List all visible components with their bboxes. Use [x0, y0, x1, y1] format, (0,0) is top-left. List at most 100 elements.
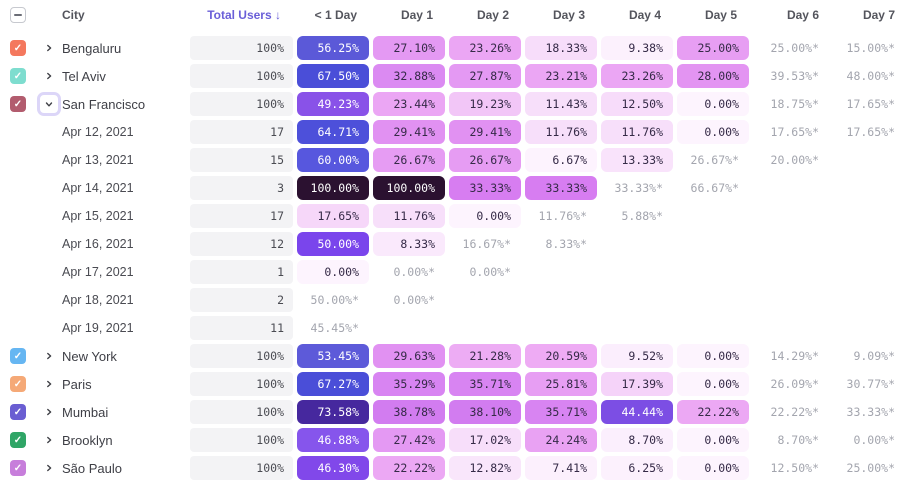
retention-cell-lt-1-day[interactable]: 60.00%: [297, 148, 369, 172]
retention-cell-lt-1-day[interactable]: 46.30%: [297, 456, 369, 480]
retention-cell-day-3[interactable]: 25.81%: [525, 372, 597, 396]
retention-cell-day-3-incomplete[interactable]: 8.33%*: [545, 237, 587, 251]
retention-cell-day-7-incomplete[interactable]: 15.00%*: [846, 41, 895, 55]
row-checkbox-sao-paulo[interactable]: ✓: [10, 460, 26, 476]
retention-cell-day-3[interactable]: 11.43%: [525, 92, 597, 116]
retention-cell-lt-1-day[interactable]: 64.71%: [297, 120, 369, 144]
retention-cell-day-5[interactable]: 0.00%: [677, 120, 749, 144]
retention-cell-day-1[interactable]: 11.76%: [373, 204, 445, 228]
retention-cell-day-6-incomplete[interactable]: 12.50%*: [770, 461, 819, 475]
retention-cell-day-5[interactable]: 0.00%: [677, 344, 749, 368]
retention-cell-lt-1-day[interactable]: 0.00%: [297, 260, 369, 284]
collapse-chevron-icon[interactable]: [37, 92, 61, 116]
retention-cell-day-2[interactable]: 33.33%: [449, 176, 521, 200]
retention-cell-day-3[interactable]: 20.59%: [525, 344, 597, 368]
retention-cell-day-2[interactable]: 26.67%: [449, 148, 521, 172]
retention-cell-day-2[interactable]: 27.87%: [449, 64, 521, 88]
retention-cell-day-1-incomplete[interactable]: 0.00%*: [393, 265, 435, 279]
retention-cell-day-1[interactable]: 38.78%: [373, 400, 445, 424]
retention-cell-day-7-incomplete[interactable]: 17.65%*: [846, 97, 895, 111]
retention-cell-day-4[interactable]: 11.76%: [601, 120, 673, 144]
retention-cell-day-5[interactable]: 22.22%: [677, 400, 749, 424]
row-checkbox-tel-aviv[interactable]: ✓: [10, 68, 26, 84]
retention-cell-day-4[interactable]: 12.50%: [601, 92, 673, 116]
retention-cell-day-2[interactable]: 29.41%: [449, 120, 521, 144]
retention-cell-day-1[interactable]: 29.41%: [373, 120, 445, 144]
retention-cell-day-2[interactable]: 12.82%: [449, 456, 521, 480]
expand-chevron-icon[interactable]: [39, 374, 59, 394]
retention-cell-day-2[interactable]: 0.00%: [449, 204, 521, 228]
retention-cell-day-6-incomplete[interactable]: 17.65%*: [770, 125, 819, 139]
retention-cell-lt-1-day[interactable]: 17.65%: [297, 204, 369, 228]
retention-cell-day-5[interactable]: 0.00%: [677, 92, 749, 116]
retention-cell-day-6-incomplete[interactable]: 14.29%*: [770, 349, 819, 363]
column-header-total-users-sort[interactable]: Total Users ↓: [207, 8, 281, 22]
retention-cell-day-4[interactable]: 17.39%: [601, 372, 673, 396]
expand-chevron-icon[interactable]: [39, 458, 59, 478]
retention-cell-day-7-incomplete[interactable]: 25.00%*: [846, 461, 895, 475]
retention-cell-lt-1-day[interactable]: 56.25%: [297, 36, 369, 60]
retention-cell-day-5[interactable]: 0.00%: [677, 372, 749, 396]
retention-cell-day-5[interactable]: 28.00%: [677, 64, 749, 88]
retention-cell-day-2-incomplete[interactable]: 0.00%*: [469, 265, 511, 279]
retention-cell-day-1[interactable]: 27.10%: [373, 36, 445, 60]
retention-cell-lt-1-day[interactable]: 67.27%: [297, 372, 369, 396]
retention-cell-day-4-incomplete[interactable]: 5.88%*: [621, 209, 663, 223]
retention-cell-day-1[interactable]: 100.00%: [373, 176, 445, 200]
retention-cell-day-7-incomplete[interactable]: 0.00%*: [853, 433, 895, 447]
retention-cell-day-7-incomplete[interactable]: 33.33%*: [846, 405, 895, 419]
retention-cell-day-1[interactable]: 8.33%: [373, 232, 445, 256]
retention-cell-lt-1-day[interactable]: 46.88%: [297, 428, 369, 452]
retention-cell-day-6-incomplete[interactable]: 22.22%*: [770, 405, 819, 419]
retention-cell-lt-1-day-incomplete[interactable]: 45.45%*: [310, 321, 359, 335]
retention-cell-day-3[interactable]: 24.24%: [525, 428, 597, 452]
retention-cell-day-6-incomplete[interactable]: 18.75%*: [770, 97, 819, 111]
retention-cell-day-1[interactable]: 29.63%: [373, 344, 445, 368]
retention-cell-lt-1-day[interactable]: 49.23%: [297, 92, 369, 116]
retention-cell-day-2[interactable]: 35.71%: [449, 372, 521, 396]
select-all-checkbox[interactable]: [10, 7, 26, 23]
retention-cell-day-6-incomplete[interactable]: 8.70%*: [777, 433, 819, 447]
expand-chevron-icon[interactable]: [39, 38, 59, 58]
retention-cell-day-3[interactable]: 23.21%: [525, 64, 597, 88]
retention-cell-day-3[interactable]: 7.41%: [525, 456, 597, 480]
retention-cell-day-4[interactable]: 9.38%: [601, 36, 673, 60]
retention-cell-lt-1-day[interactable]: 100.00%: [297, 176, 369, 200]
retention-cell-day-3[interactable]: 6.67%: [525, 148, 597, 172]
row-checkbox-bengaluru[interactable]: ✓: [10, 40, 26, 56]
retention-cell-day-1-incomplete[interactable]: 0.00%*: [393, 293, 435, 307]
retention-cell-day-4[interactable]: 23.26%: [601, 64, 673, 88]
retention-cell-day-3[interactable]: 35.71%: [525, 400, 597, 424]
retention-cell-day-4-incomplete[interactable]: 33.33%*: [614, 181, 663, 195]
retention-cell-day-6-incomplete[interactable]: 39.53%*: [770, 69, 819, 83]
retention-cell-lt-1-day[interactable]: 73.58%: [297, 400, 369, 424]
retention-cell-day-1[interactable]: 27.42%: [373, 428, 445, 452]
retention-cell-day-1[interactable]: 22.22%: [373, 456, 445, 480]
retention-cell-day-5[interactable]: 0.00%: [677, 428, 749, 452]
retention-cell-lt-1-day[interactable]: 50.00%: [297, 232, 369, 256]
retention-cell-day-4[interactable]: 9.52%: [601, 344, 673, 368]
retention-cell-day-6-incomplete[interactable]: 25.00%*: [770, 41, 819, 55]
retention-cell-day-4[interactable]: 8.70%: [601, 428, 673, 452]
retention-cell-day-5-incomplete[interactable]: 26.67%*: [690, 153, 739, 167]
retention-cell-day-7-incomplete[interactable]: 48.00%*: [846, 69, 895, 83]
row-checkbox-new-york[interactable]: ✓: [10, 348, 26, 364]
retention-cell-day-1[interactable]: 32.88%: [373, 64, 445, 88]
retention-cell-day-2[interactable]: 38.10%: [449, 400, 521, 424]
retention-cell-day-7-incomplete[interactable]: 9.09%*: [853, 349, 895, 363]
expand-chevron-icon[interactable]: [39, 402, 59, 422]
retention-cell-day-1[interactable]: 35.29%: [373, 372, 445, 396]
expand-chevron-icon[interactable]: [39, 430, 59, 450]
retention-cell-day-3[interactable]: 11.76%: [525, 120, 597, 144]
row-checkbox-san-francisco[interactable]: ✓: [10, 96, 26, 112]
retention-cell-day-4[interactable]: 6.25%: [601, 456, 673, 480]
retention-cell-day-3[interactable]: 18.33%: [525, 36, 597, 60]
retention-cell-day-3-incomplete[interactable]: 11.76%*: [538, 209, 587, 223]
retention-cell-lt-1-day[interactable]: 53.45%: [297, 344, 369, 368]
retention-cell-day-5[interactable]: 25.00%: [677, 36, 749, 60]
retention-cell-day-1[interactable]: 26.67%: [373, 148, 445, 172]
row-checkbox-paris[interactable]: ✓: [10, 376, 26, 392]
retention-cell-lt-1-day[interactable]: 67.50%: [297, 64, 369, 88]
expand-chevron-icon[interactable]: [39, 66, 59, 86]
retention-cell-day-5-incomplete[interactable]: 66.67%*: [690, 181, 739, 195]
